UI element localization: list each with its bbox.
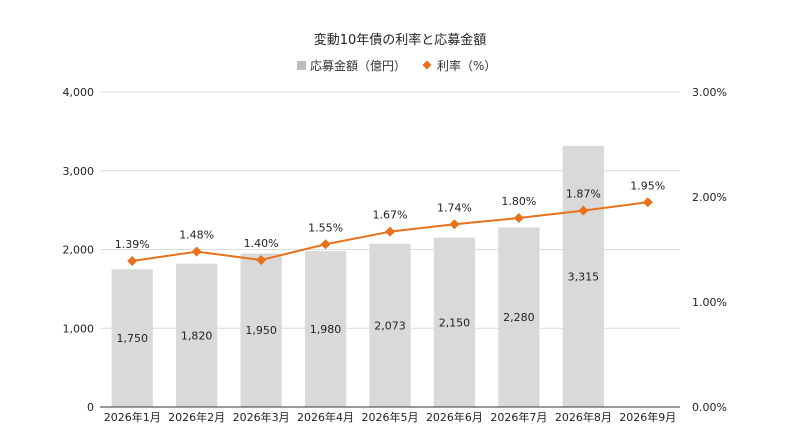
legend-swatch-bar <box>297 61 306 70</box>
bar <box>562 145 604 407</box>
y-left-tick-label: 4,000 <box>63 86 95 99</box>
bar <box>111 269 153 407</box>
y-left-tick-label: 3,000 <box>63 165 95 178</box>
x-tick-label: 2026年5月 <box>362 410 419 424</box>
y-right-tick-label: 1.00% <box>692 296 727 309</box>
x-tick-label: 2026年7月 <box>490 410 547 424</box>
y-axis-right: 0.00% 1.00% 2.00% 3.00% <box>692 86 727 414</box>
bar <box>176 263 218 407</box>
rate-data-label: 1.55% <box>308 221 343 234</box>
rate-marker <box>385 226 395 237</box>
rate-data-label: 1.67% <box>373 209 408 222</box>
bar-data-label: 1,950 <box>245 324 277 337</box>
bar <box>498 227 540 407</box>
rate-marker <box>127 256 138 267</box>
x-tick-label: 2026年3月 <box>233 410 290 424</box>
rate-marker <box>320 239 331 250</box>
bar-series <box>111 145 604 407</box>
y-right-tick-label: 2.00% <box>692 191 727 204</box>
bar-data-label: 1,980 <box>310 323 342 336</box>
y-left-tick-label: 1,000 <box>63 322 95 335</box>
rate-marker <box>513 213 524 223</box>
y-right-tick-label: 3.00% <box>692 86 727 99</box>
bar <box>304 251 347 407</box>
rate-marker <box>449 219 460 230</box>
x-tick-label: 2026年4月 <box>297 410 354 424</box>
x-axis: 2026年1月 2026年2月 2026年3月 2026年4月 2026年5月 2026年… <box>100 406 680 424</box>
x-tick-label: 2026年8月 <box>555 410 612 424</box>
chart-title: 変動10年債の利率と応募金額 <box>314 32 487 48</box>
rate-marker <box>191 246 202 257</box>
bar <box>240 253 282 407</box>
bar-data-label: 2,150 <box>439 316 471 329</box>
line-labels: 1.39% 1.48% 1.40% 1.55% 1.67% 1.74% 1.80% 1.87%… <box>115 179 666 251</box>
y-axis-left: 0 1,000 2,000 3,000 4,000 <box>63 86 95 414</box>
rate-data-label: 1.87% <box>566 188 601 201</box>
bar-data-label: 1,750 <box>116 332 148 345</box>
bar <box>369 243 411 407</box>
rate-marker <box>578 205 589 216</box>
x-tick-label: 2026年6月 <box>426 410 483 424</box>
bar-data-label: 3,315 <box>568 270 600 283</box>
rate-data-label: 1.74% <box>437 201 472 214</box>
bar-data-label: 1,820 <box>181 329 213 342</box>
line-series <box>127 197 653 267</box>
x-tick-label: 2026年1月 <box>104 410 161 424</box>
legend-label-bar: 応募金額（億円） <box>310 58 406 73</box>
legend-swatch-line <box>422 60 432 70</box>
rate-data-label: 1.95% <box>630 179 665 192</box>
rate-data-label: 1.39% <box>115 238 150 251</box>
y-left-tick-label: 2,000 <box>63 244 95 257</box>
legend: 応募金額（億円） 利率（%） <box>297 58 496 73</box>
bar-data-label: 2,280 <box>503 311 535 324</box>
x-tick-label: 2026年2月 <box>168 410 225 424</box>
bar <box>433 237 476 407</box>
rate-data-label: 1.80% <box>501 195 536 208</box>
rate-marker <box>256 255 267 265</box>
y-right-tick-label: 0.00% <box>692 401 727 414</box>
rate-data-label: 1.48% <box>179 229 214 242</box>
bar-data-label: 2,073 <box>374 319 406 332</box>
rate-marker <box>642 197 653 208</box>
y-left-tick-label: 0 <box>87 401 94 414</box>
bar-labels: 1,750 1,820 1,950 1,980 2,073 2,150 2,280 3,315 <box>116 270 599 345</box>
legend-label-line: 利率（%） <box>437 58 496 73</box>
rate-data-label: 1.40% <box>244 237 279 250</box>
x-tick-label: 2026年9月 <box>619 410 676 424</box>
